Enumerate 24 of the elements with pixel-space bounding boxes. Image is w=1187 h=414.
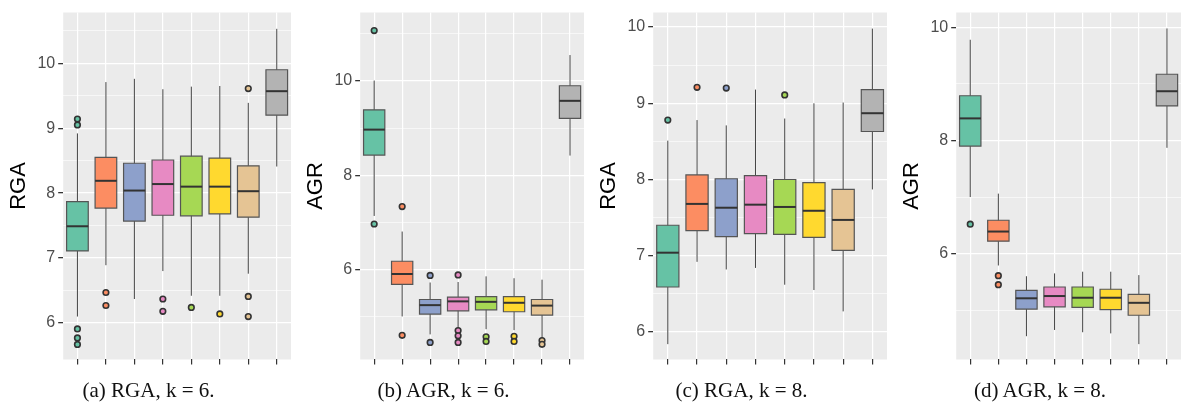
y-tick-label: 9 — [46, 118, 56, 136]
text: (d) AGR, k = 8. — [973, 378, 1106, 403]
y-tick-label: 7 — [46, 248, 56, 266]
y-axis-title: AGR — [302, 162, 328, 210]
y-tick-label: 6 — [636, 322, 646, 340]
text: (b) AGR, k = 6. — [377, 378, 510, 403]
y-axis-title: RGA — [5, 161, 31, 210]
y-tick-label: 10 — [627, 17, 646, 35]
y-tick-label: 9 — [636, 93, 646, 111]
y-tick-label: 6 — [939, 244, 949, 262]
y-tick-label: 6 — [46, 313, 56, 331]
y-tick-label: 10 — [334, 71, 353, 89]
text: (c) RGA, k = 8. — [675, 378, 808, 403]
y-tick-label: 10 — [930, 17, 949, 35]
text: (a) RGA, k = 6. — [82, 378, 215, 403]
y-axis-title: AGR — [898, 162, 924, 210]
y-tick-label: 8 — [46, 183, 56, 201]
y-axis-title: RGA — [595, 161, 621, 210]
y-tick-label: 10 — [37, 53, 56, 71]
y-tick-label: 8 — [343, 165, 353, 183]
y-tick-label: 7 — [636, 246, 646, 264]
y-tick-label: 8 — [636, 169, 646, 187]
y-tick-label: 8 — [939, 130, 949, 148]
y-tick-label: 6 — [343, 260, 353, 278]
